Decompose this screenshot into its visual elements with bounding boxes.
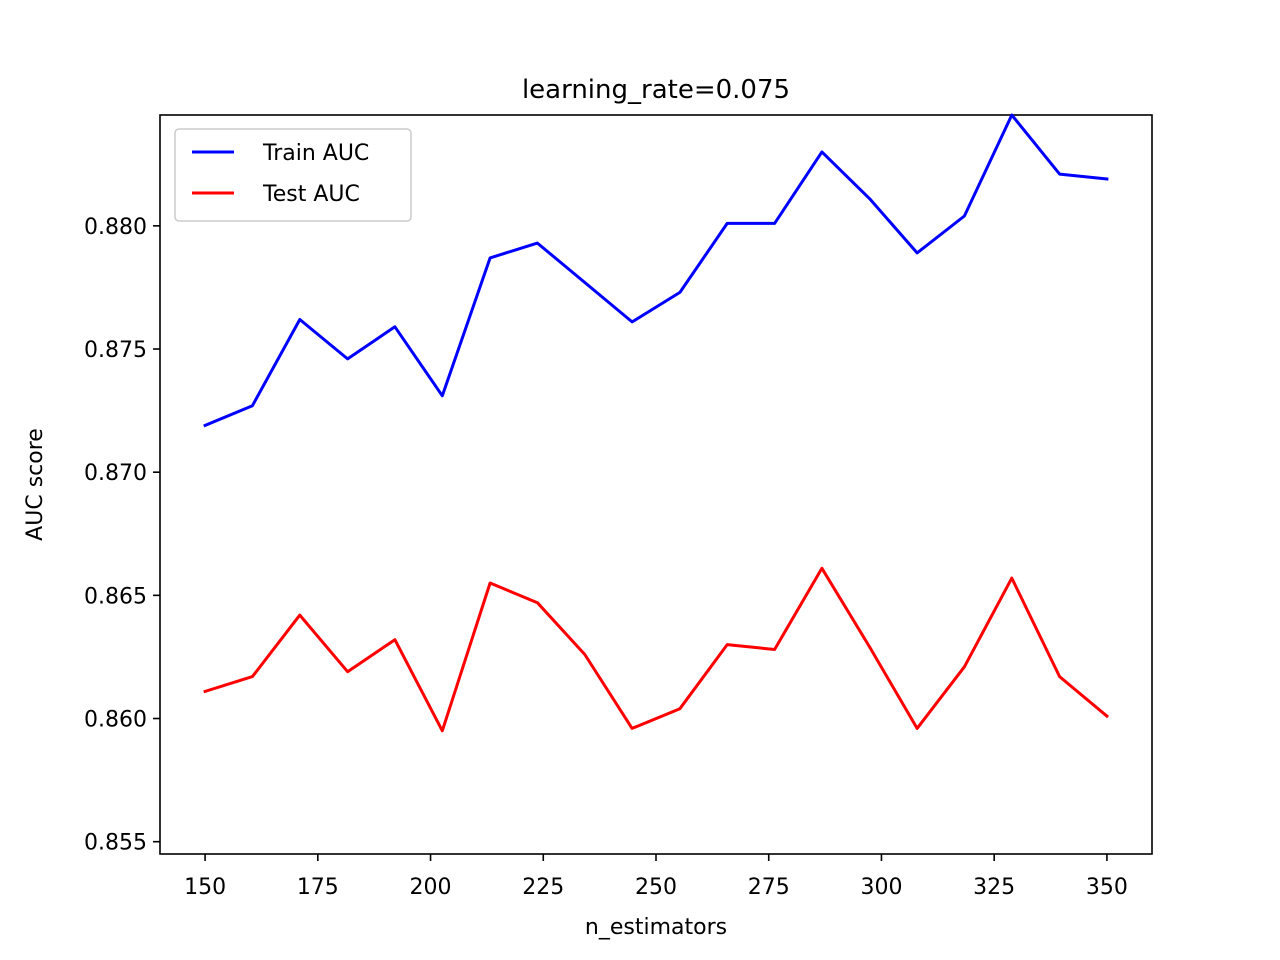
x-tick-label: 175 <box>297 875 339 900</box>
y-tick-label: 0.870 <box>84 461 147 486</box>
x-tick-label: 225 <box>522 875 564 900</box>
legend: Train AUC Test AUC <box>174 128 412 222</box>
x-tick-label: 300 <box>860 875 902 900</box>
x-tick-label: 150 <box>184 875 226 900</box>
chart-title: learning_rate=0.075 <box>522 75 790 105</box>
y-tick-label: 0.880 <box>84 215 147 240</box>
y-axis-ticks: 0.855 0.860 0.865 0.870 0.875 0.880 <box>84 215 160 856</box>
x-tick-label: 250 <box>635 875 677 900</box>
series-line-1 <box>203 566 1110 733</box>
x-tick-label: 200 <box>410 875 452 900</box>
x-axis-ticks: 150 175 200 225 250 275 300 325 350 <box>184 854 1128 900</box>
legend-label-1: Test AUC <box>262 182 360 207</box>
y-tick-label: 0.860 <box>84 708 147 733</box>
series-line-0 <box>203 113 1109 428</box>
x-tick-label: 275 <box>748 875 790 900</box>
x-axis-label: n_estimators <box>585 915 727 940</box>
y-axis-label: AUC score <box>23 428 48 541</box>
legend-label-0: Train AUC <box>262 141 369 166</box>
x-tick-label: 350 <box>1086 875 1128 900</box>
x-tick-label: 325 <box>973 875 1015 900</box>
y-tick-label: 0.875 <box>84 338 147 363</box>
series-lines <box>203 113 1110 733</box>
y-tick-label: 0.865 <box>84 584 147 609</box>
y-tick-label: 0.855 <box>84 831 147 856</box>
